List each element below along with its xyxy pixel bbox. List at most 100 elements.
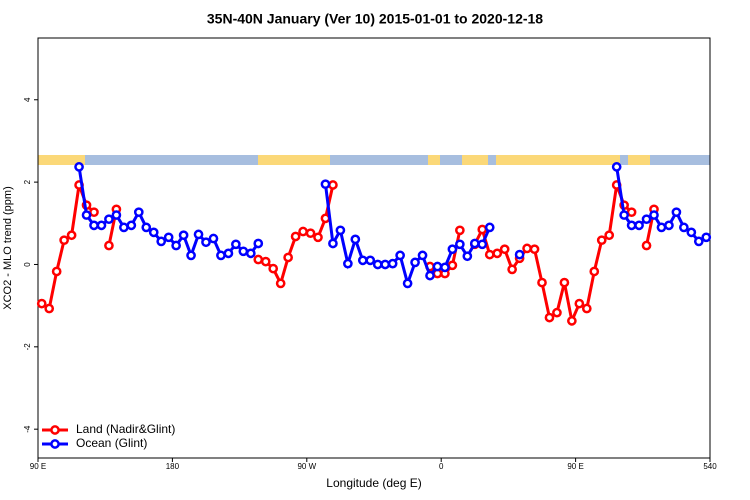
data-point: [357, 255, 368, 266]
data-point: [216, 250, 226, 261]
data-point: [193, 229, 204, 240]
data-point: [81, 210, 92, 220]
data-point: [59, 235, 69, 246]
data-point: [477, 224, 488, 235]
chart-title: 35N-40N January (Ver 10) 2015-01-01 to 2…: [207, 11, 543, 27]
data-point: [51, 266, 62, 277]
data-point: [36, 298, 47, 309]
data-point: [693, 236, 704, 247]
data-point: [223, 248, 234, 259]
data-point: [619, 210, 629, 220]
x-tick-label: 90 E: [567, 462, 583, 471]
data-point: [126, 220, 137, 231]
data-point: [514, 249, 525, 260]
data-point: [641, 214, 652, 225]
legend-label: Land (Nadir&Glint): [76, 422, 175, 436]
ocean-band: [38, 155, 710, 165]
data-point: [417, 250, 428, 261]
x-tick-label: 540: [703, 462, 717, 471]
legend-marker: [50, 425, 60, 435]
data-point: [74, 162, 84, 172]
data-point: [402, 278, 413, 289]
data-point: [260, 256, 271, 267]
data-point: [455, 225, 465, 236]
data-point: [298, 226, 308, 237]
y-axis-label: XCO2 - MLO trend (ppm): [2, 186, 14, 309]
data-point: [649, 210, 659, 220]
data-point: [447, 260, 458, 271]
data-point: [544, 312, 555, 323]
data-point: [499, 244, 510, 255]
land-band: [258, 155, 330, 165]
data-point: [320, 179, 331, 190]
data-point: [328, 180, 338, 190]
x-axis-label: Longitude (deg E): [326, 476, 421, 490]
land-band: [428, 155, 440, 165]
data-point: [178, 230, 189, 241]
data-point: [671, 207, 682, 218]
data-point: [701, 232, 712, 243]
data-point: [328, 238, 338, 249]
y-tick-label: -2: [23, 343, 32, 351]
data-point: [104, 240, 114, 251]
data-point: [275, 278, 286, 289]
data-point: [104, 214, 114, 225]
plot-frame: [37, 37, 711, 459]
data-point: [372, 259, 383, 270]
data-point: [283, 252, 293, 263]
data-point: [231, 239, 241, 250]
data-point: [253, 254, 264, 265]
data-point: [492, 248, 503, 259]
data-point: [238, 246, 249, 257]
data-point: [96, 220, 107, 231]
legend: Land (Nadir&Glint)Ocean (Glint): [42, 422, 175, 450]
x-tick-label: 0: [439, 462, 444, 471]
data-point: [484, 249, 495, 260]
data-point: [380, 259, 391, 270]
land-band: [38, 155, 85, 165]
data-point: [133, 207, 144, 218]
data-point: [664, 220, 674, 231]
legend-marker: [50, 439, 60, 449]
y-tick-label: 4: [23, 97, 32, 102]
data-point: [686, 227, 697, 238]
land-band: [628, 155, 650, 165]
data-point: [313, 232, 323, 243]
data-point: [305, 228, 316, 239]
data-point: [552, 307, 562, 318]
data-point: [469, 238, 480, 249]
data-point: [186, 250, 196, 261]
data-point: [462, 251, 473, 262]
data-point: [425, 270, 435, 281]
data-point: [89, 207, 99, 218]
data-point: [537, 277, 547, 288]
data-point: [343, 258, 353, 269]
data-point: [432, 261, 443, 272]
data-point: [604, 230, 615, 241]
data-point: [581, 303, 592, 314]
y-tick-label: 0: [23, 262, 32, 267]
data-point: [350, 234, 361, 245]
data-point: [507, 264, 517, 275]
x-tick-label: 180: [166, 462, 180, 471]
data-point: [395, 250, 405, 261]
data-point: [245, 248, 256, 259]
data-point: [253, 238, 264, 249]
data-point: [455, 239, 465, 250]
data-point: [559, 277, 570, 288]
data-point: [410, 257, 420, 268]
x-tick-label: 90 E: [30, 462, 46, 471]
data-point: [111, 210, 122, 220]
data-point: [626, 207, 637, 218]
land-band: [462, 155, 488, 165]
data-point: [119, 222, 129, 233]
data-point: [156, 236, 167, 247]
data-point: [44, 303, 55, 314]
series-line: [40, 184, 656, 326]
data-point: [574, 298, 585, 309]
data-point: [641, 240, 652, 251]
land-band: [496, 155, 620, 165]
y-tick-label: -4: [23, 425, 32, 433]
x-tick-label: 90 W: [297, 462, 316, 471]
data-point: [201, 237, 211, 248]
